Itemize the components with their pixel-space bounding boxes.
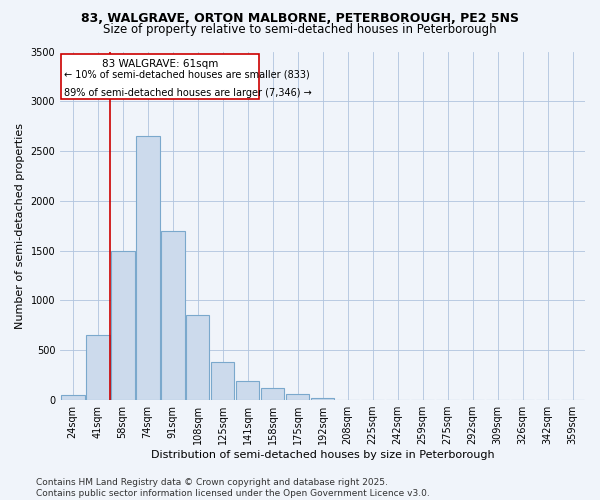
Y-axis label: Number of semi-detached properties: Number of semi-detached properties (15, 123, 25, 329)
Bar (136, 136, 160, 400)
Bar (236, 381, 259, 400)
Bar (86, 336, 110, 400)
Bar (211, 362, 235, 400)
Text: Size of property relative to semi-detached houses in Peterborough: Size of property relative to semi-detach… (103, 22, 497, 36)
Bar (161, 231, 185, 400)
Text: 83, WALGRAVE, ORTON MALBORNE, PETERBOROUGH, PE2 5NS: 83, WALGRAVE, ORTON MALBORNE, PETERBOROU… (81, 12, 519, 26)
Text: 83 WALGRAVE: 61sqm: 83 WALGRAVE: 61sqm (101, 59, 218, 69)
Bar (61, 395, 85, 400)
Text: 89% of semi-detached houses are larger (7,346) →: 89% of semi-detached houses are larger (… (64, 88, 312, 99)
Text: Contains HM Land Registry data © Crown copyright and database right 2025.
Contai: Contains HM Land Registry data © Crown c… (36, 478, 430, 498)
Text: ← 10% of semi-detached houses are smaller (833): ← 10% of semi-detached houses are smalle… (64, 70, 310, 80)
Bar (261, 388, 284, 400)
Bar (111, 250, 134, 400)
Bar (311, 398, 334, 400)
X-axis label: Distribution of semi-detached houses by size in Peterborough: Distribution of semi-detached houses by … (151, 450, 494, 460)
Bar (186, 316, 209, 400)
FancyBboxPatch shape (61, 54, 259, 100)
Bar (286, 394, 310, 400)
